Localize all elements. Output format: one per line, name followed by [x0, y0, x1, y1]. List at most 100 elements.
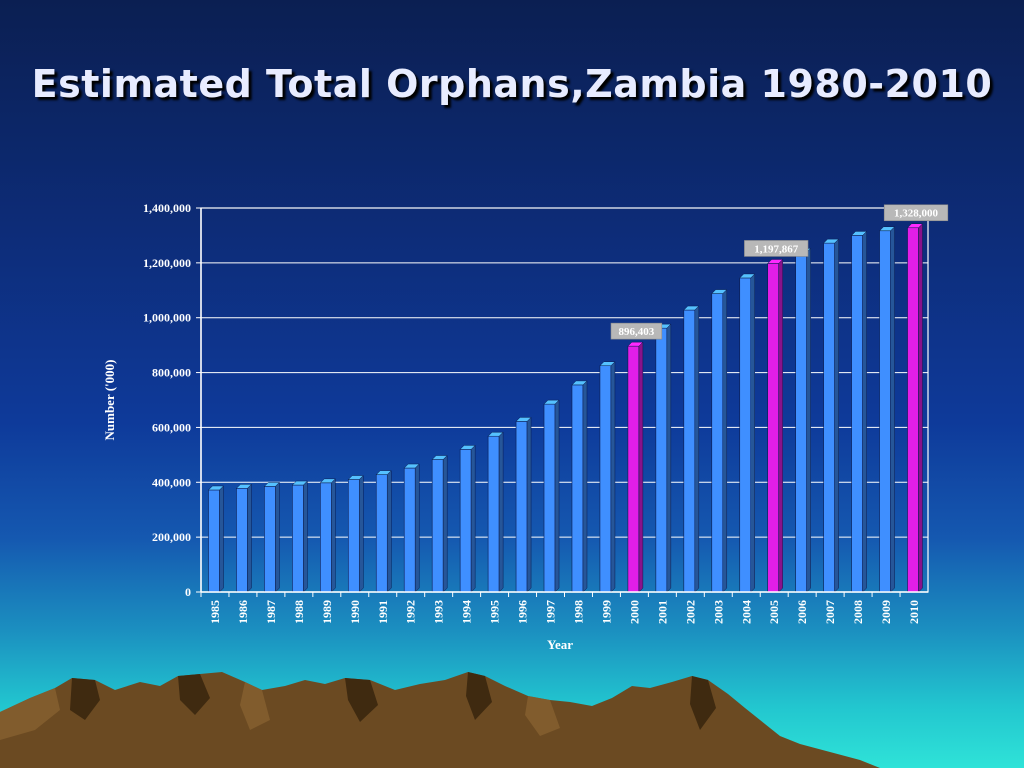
bar-side	[247, 483, 252, 593]
bar-top	[767, 259, 784, 264]
x-tick-label: 2000	[627, 600, 641, 624]
bar-top	[683, 305, 700, 311]
bar-top	[906, 223, 924, 228]
bar-front	[515, 421, 528, 593]
bar-front	[851, 235, 863, 593]
bar-front	[739, 277, 752, 593]
x-tick-label: 1995	[488, 600, 502, 624]
bar-side	[778, 258, 783, 593]
bar-front	[907, 227, 919, 593]
bar-front	[571, 384, 584, 593]
bar-top	[515, 417, 532, 422]
x-tick-label: 2005	[767, 600, 781, 624]
x-tick-label: 1988	[292, 600, 306, 624]
bar-top	[627, 341, 644, 347]
bar-side	[331, 478, 336, 593]
bar-side	[498, 431, 504, 593]
bar-1985	[207, 485, 225, 593]
x-tick-label: 2002	[683, 600, 697, 624]
bar-front	[823, 242, 835, 593]
x-tick-label: 2001	[655, 600, 669, 624]
bar-side	[442, 454, 448, 593]
bar-side	[610, 361, 616, 593]
data-label-box	[744, 240, 809, 257]
bar-2009	[878, 226, 896, 593]
bar-side	[918, 223, 923, 593]
bar-front	[543, 403, 556, 593]
bar-top	[207, 485, 225, 491]
x-tick-label: 2009	[879, 600, 893, 624]
bar-2000	[627, 341, 644, 593]
bar-top	[459, 445, 476, 450]
y-tick-label: 1,000,000	[143, 311, 191, 325]
bar-2003	[711, 288, 728, 593]
data-label-2005: 1,197,867	[744, 240, 809, 257]
y-axis-title: Number ('000)	[102, 359, 117, 440]
x-tick-label: 1997	[544, 600, 558, 624]
x-tick-label: 1993	[432, 600, 446, 624]
data-label-text: 1,328,000	[894, 208, 939, 220]
x-tick-label: 2010	[907, 600, 921, 624]
bar-2004	[739, 273, 756, 593]
y-tick-label: 400,000	[152, 475, 191, 489]
x-tick-label: 1990	[348, 600, 362, 624]
x-tick-label: 1989	[320, 600, 334, 624]
bar-side	[834, 238, 839, 593]
bar-2008	[850, 230, 868, 593]
bar-2010	[906, 223, 924, 593]
bar-1991	[375, 470, 392, 593]
data-label-2000: 896,403	[610, 322, 663, 340]
bar-front	[711, 293, 724, 593]
plot-border	[200, 207, 929, 593]
y-tick-label: 800,000	[152, 366, 191, 380]
bar-1997	[543, 399, 560, 593]
bar-side	[806, 247, 811, 593]
x-tick-label: 1999	[599, 600, 613, 624]
bar-top	[347, 475, 364, 480]
bar-1999	[599, 361, 616, 593]
x-tick-label: 2006	[795, 600, 809, 624]
bar-1987	[263, 481, 281, 593]
x-tick-label: 1986	[236, 600, 250, 624]
x-tick-label: 1998	[571, 600, 585, 624]
y-tick-label: 0	[185, 585, 191, 599]
bar-front	[375, 474, 388, 593]
bar-front	[431, 459, 444, 593]
bar-top	[319, 478, 336, 484]
bar-top	[431, 455, 448, 460]
bar-top	[543, 399, 560, 405]
bar-front	[208, 489, 220, 593]
x-tick-label: 1987	[264, 600, 278, 624]
bar-front	[487, 435, 500, 593]
x-tick-label: 1994	[460, 600, 474, 624]
bar-1993	[431, 454, 448, 593]
bar-front	[264, 486, 276, 593]
x-tick-label: 2003	[711, 600, 725, 624]
bar-top	[850, 231, 868, 236]
bar-top	[711, 289, 728, 294]
bars	[207, 223, 924, 593]
bar-1990	[347, 474, 364, 593]
bar-1994	[459, 444, 476, 593]
bar-side	[219, 485, 224, 593]
bar-side	[890, 226, 895, 593]
bar-top	[375, 470, 392, 475]
bar-front	[292, 484, 304, 593]
x-tick-label: 2007	[823, 600, 837, 624]
y-tick-labels: 0 200,000 400,000 600,000 800,000 1,000,000 1,…	[143, 201, 191, 599]
y-tick-label: 600,000	[152, 420, 191, 434]
bar-top	[878, 226, 896, 232]
bar-side	[554, 399, 560, 593]
bar-side	[470, 444, 476, 593]
y-tick-label: 1,200,000	[143, 256, 191, 270]
bar-1996	[515, 416, 532, 593]
bar-1986	[235, 483, 253, 593]
bar-top	[263, 482, 281, 487]
bar-top	[291, 480, 308, 486]
bar-front	[627, 345, 640, 593]
data-labels: 896,403 1,197,867 1,328,000	[610, 204, 949, 340]
bar-front	[320, 482, 332, 593]
bar-front	[599, 365, 612, 593]
data-label-2010: 1,328,000	[883, 204, 949, 222]
